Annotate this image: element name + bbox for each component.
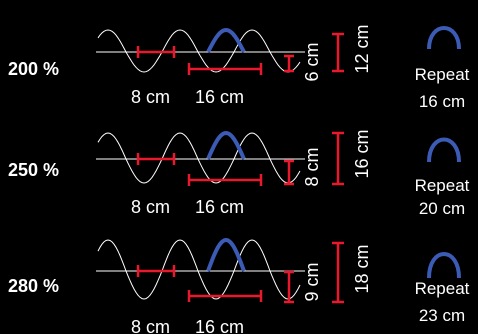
span-b-label: 16 cm (195, 317, 244, 334)
highlight-crest (206, 237, 246, 272)
span-a-label: 8 cm (131, 317, 170, 334)
repeat-label: Repeat (415, 176, 470, 195)
full-height-label: 18 cm (352, 244, 372, 293)
wave-outline (97, 132, 301, 184)
span-b-label: 16 cm (195, 197, 244, 217)
span-a-label: 8 cm (131, 197, 170, 217)
wave-outline (97, 29, 301, 73)
full-height-label: 12 cm (352, 24, 372, 73)
full-height-label: 16 cm (352, 129, 372, 178)
half-height-label: 8 cm (302, 147, 322, 186)
row-2: 250 % 8 cm 16 cm 8 cm 16 cm Repeat 20 cm (8, 129, 470, 218)
highlight-crest (206, 130, 246, 160)
span-b-label: 16 cm (195, 87, 244, 107)
repeat-value: 23 cm (419, 306, 465, 325)
span-a-label: 8 cm (131, 87, 170, 107)
highlight-crest (206, 27, 246, 53)
repeat-arc-icon (427, 26, 461, 50)
wave-outline (97, 239, 301, 300)
repeat-arc-icon (427, 252, 461, 279)
percent-label: 280 % (8, 276, 59, 296)
repeat-value: 20 cm (419, 199, 465, 218)
percent-label: 200 % (8, 59, 59, 79)
repeat-value: 16 cm (419, 92, 465, 111)
row-1: 200 % 8 cm 16 cm 6 cm 12 cm Repeat 16 cm (8, 24, 470, 111)
percent-label: 250 % (8, 160, 59, 180)
repeat-arc-icon (427, 137, 461, 163)
repeat-label: Repeat (415, 279, 470, 298)
row-3: 280 % 8 cm 16 cm 9 cm 18 cm Repeat 23 cm (8, 237, 470, 334)
half-height-label: 9 cm (302, 262, 322, 301)
repeat-label: Repeat (415, 65, 470, 84)
half-height-label: 6 cm (302, 42, 322, 81)
